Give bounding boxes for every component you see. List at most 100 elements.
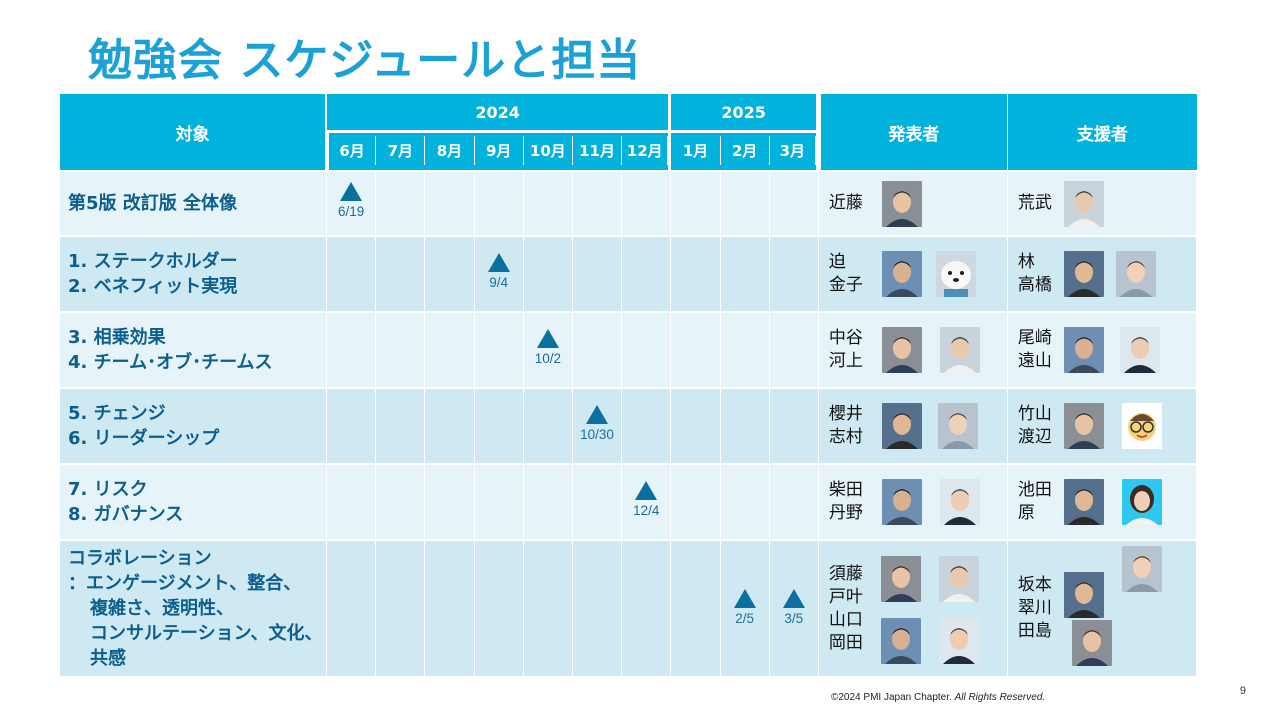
presenter-cell: 中谷 河上 — [818, 311, 1008, 387]
milestone-triangle-icon — [635, 481, 658, 500]
supporter-photo-icon — [1071, 619, 1112, 666]
presenter-photo-icon — [880, 555, 921, 602]
schedule-cell — [474, 387, 524, 463]
schedule-cell — [671, 170, 721, 235]
presenter-name: 戸叶 — [828, 586, 863, 607]
milestone: 3/5 — [770, 589, 818, 626]
schedule-cell — [376, 235, 426, 311]
presenter-name: 近藤 — [828, 193, 863, 213]
supporter-name: 遠山 — [1017, 351, 1052, 371]
schedule-table: 対象 2024 2025 発表者 支援者 6月 7月 8月 9月 10月 11月 12月 1月… — [60, 94, 1197, 676]
month-header-cell: 11月 — [572, 130, 623, 170]
milestone: 9/4 — [475, 253, 523, 290]
supporter-names: 池田原 — [1018, 479, 1052, 525]
schedule-cell: 6/19 — [327, 170, 377, 235]
milestone-triangle-icon — [782, 589, 805, 608]
topic-cell: 1. ステークホルダー 2. ベネフィット実現 — [60, 235, 327, 311]
milestone-date: 3/5 — [784, 611, 804, 626]
milestone-date: 2/5 — [735, 611, 754, 626]
topic-cell: 第5版 改訂版 全体像 — [60, 170, 327, 235]
schedule-cell — [425, 170, 475, 235]
month-header-cell: 8月 — [425, 130, 475, 170]
supporter-name: 尾崎 — [1017, 328, 1052, 348]
presenter-cell: 近藤 — [818, 170, 1008, 235]
milestone-triangle-icon — [586, 405, 609, 424]
supporter-cell: 荒武 — [1007, 170, 1197, 235]
supporter-photo-icon — [1063, 180, 1104, 227]
presenter-name: 丹野 — [828, 503, 863, 523]
supporter-cell: 坂本 翠川 田島 — [1007, 539, 1197, 676]
schedule-cell — [671, 463, 721, 539]
schedule-cell: 9/4 — [474, 235, 524, 311]
presenter-name: 迫 — [828, 252, 846, 272]
supporter-names: 林高橋 — [1018, 251, 1052, 297]
schedule-cell — [425, 463, 475, 539]
month-label: 9月 — [474, 136, 524, 165]
topic-line: 7. リスク — [68, 479, 148, 500]
schedule-cell — [622, 387, 672, 463]
presenter-cell: 須藤 戸叶 山口 岡田 — [818, 539, 1008, 676]
schedule-cell — [474, 539, 524, 676]
milestone-triangle-icon — [487, 253, 510, 272]
month-header-cell: 7月 — [376, 130, 426, 170]
schedule-cell — [671, 387, 721, 463]
schedule-cell: 12/4 — [622, 463, 672, 539]
supporter-cell: 林高橋 — [1007, 235, 1197, 311]
schedule-cell — [376, 170, 426, 235]
presenter-photo-icon — [880, 617, 921, 664]
topic-line: 複雑さ、透明性、 — [90, 598, 234, 619]
copyright-footer: ©2024 PMI Japan Chapter. All Rights Rese… — [831, 692, 1045, 703]
schedule-cell — [327, 463, 377, 539]
topic-line: 3. 相乗効果 — [68, 327, 166, 348]
schedule-cell — [720, 463, 770, 539]
topic-line: 4. チーム･オブ･チームス — [68, 352, 273, 373]
supporter-names: 竹山 渡辺 — [1018, 403, 1052, 449]
supporter-photo-icon — [1063, 479, 1104, 525]
schedule-cell — [769, 387, 819, 463]
presenter-names: 柴田 丹野 — [829, 479, 863, 525]
presenter-photo-icon — [881, 403, 922, 449]
page-number: 9 — [1239, 685, 1246, 697]
milestone: 12/4 — [622, 481, 670, 518]
milestone: 2/5 — [721, 589, 769, 626]
milestone-triangle-icon — [340, 182, 363, 201]
month-label: 6月 — [329, 136, 377, 165]
schedule-cell — [474, 170, 524, 235]
supporter-cell: 池田原 — [1007, 463, 1197, 539]
schedule-cell: 10/2 — [523, 311, 573, 387]
supporter-photo-icon — [1121, 403, 1162, 449]
supporter-cell: 尾崎 遠山 — [1007, 311, 1197, 387]
topic-cell: 3. 相乗効果 4. チーム･オブ･チームス — [60, 311, 327, 387]
schedule-cell — [523, 539, 573, 676]
schedule-cell — [425, 387, 475, 463]
topic-line: 1. ステークホルダー — [68, 251, 238, 272]
schedule-cell — [474, 311, 524, 387]
month-label: 1月 — [671, 136, 721, 165]
schedule-cell — [523, 463, 573, 539]
month-header-cell: 1月 — [671, 130, 721, 170]
copyright-text: ©2024 PMI Japan Chapter. — [831, 692, 952, 703]
presenter-name: 櫻井 — [828, 404, 863, 424]
schedule-cell — [769, 170, 819, 235]
schedule-cell — [572, 311, 623, 387]
schedule-cell — [769, 311, 819, 387]
presenter-cell: 櫻井 志村 — [818, 387, 1008, 463]
month-header-cell: 3月 — [769, 130, 819, 170]
month-label: 8月 — [425, 136, 475, 165]
presenter-names: 中谷 河上 — [829, 327, 863, 373]
supporter-photo-icon — [1115, 251, 1156, 297]
schedule-cell — [523, 387, 573, 463]
month-label: 2月 — [720, 136, 770, 165]
supporter-name: 坂本 — [1017, 575, 1052, 595]
topic-line: 5. チェンジ — [68, 403, 166, 424]
schedule-cell — [622, 311, 672, 387]
header-year-2025: 2025 — [671, 94, 819, 130]
schedule-cell — [327, 539, 377, 676]
supporter-name: 荒武 — [1017, 193, 1052, 213]
schedule-cell — [720, 235, 770, 311]
supporter-names: 坂本 翠川 田島 — [1018, 574, 1052, 643]
rights-text: All Rights Reserved. — [954, 692, 1046, 703]
presenter-name: 山口 — [828, 609, 863, 630]
month-header-cell: 12月 — [622, 130, 672, 170]
presenter-photo-icon — [881, 251, 922, 297]
